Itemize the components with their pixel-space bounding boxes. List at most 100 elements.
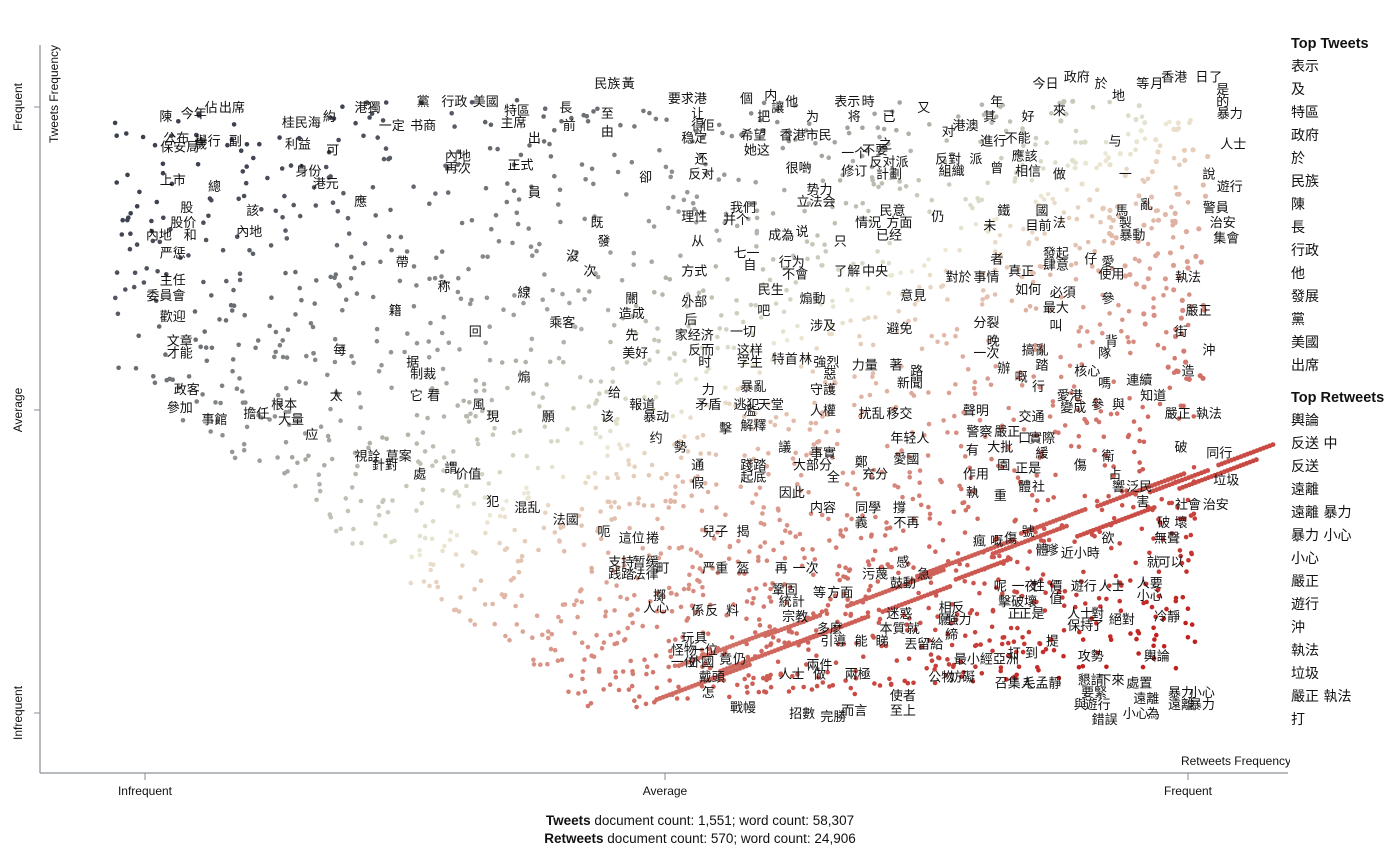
term-label[interactable]: 國 [1035, 204, 1048, 219]
term-point[interactable] [522, 538, 528, 544]
term-point[interactable] [754, 244, 759, 249]
term-label[interactable]: 議 [778, 440, 791, 455]
term-point[interactable] [1033, 135, 1039, 141]
term-point[interactable] [288, 163, 294, 168]
term-point[interactable] [1173, 665, 1179, 671]
term-point[interactable] [766, 471, 771, 477]
term-point[interactable] [754, 586, 759, 591]
term-point[interactable] [631, 262, 636, 268]
term-label[interactable]: 一定 [379, 119, 405, 134]
term-label[interactable]: 傷 [1004, 531, 1017, 546]
term-point[interactable] [647, 110, 652, 116]
term-point[interactable] [860, 200, 865, 206]
term-point[interactable] [807, 427, 813, 432]
term-point[interactable] [1076, 444, 1082, 450]
term-label[interactable]: 戰幔 [730, 701, 756, 716]
term-point[interactable] [943, 247, 948, 253]
term-point[interactable] [748, 348, 754, 354]
term-point[interactable] [589, 565, 594, 571]
term-label[interactable]: 好 [1022, 110, 1035, 125]
term-point[interactable] [1061, 603, 1067, 608]
term-point[interactable] [633, 303, 639, 309]
top-tweets-item[interactable]: 民族 [1291, 174, 1319, 190]
term-point[interactable] [756, 689, 762, 695]
term-point[interactable] [1126, 113, 1131, 118]
term-point[interactable] [919, 644, 924, 650]
term-point[interactable] [917, 468, 923, 473]
term-point[interactable] [673, 491, 678, 497]
term-label[interactable]: 參加 [167, 401, 193, 416]
term-label[interactable]: 美國 [473, 95, 499, 110]
term-point[interactable] [865, 148, 870, 154]
term-label[interactable]: 大部分 [793, 459, 832, 474]
term-point[interactable] [650, 503, 655, 509]
term-point[interactable] [829, 331, 834, 337]
term-label[interactable]: 说 [796, 225, 809, 240]
term-label[interactable]: 得 [691, 118, 704, 134]
term-point[interactable] [773, 301, 779, 306]
term-point[interactable] [741, 361, 747, 367]
term-point[interactable] [953, 568, 959, 573]
term-point[interactable] [1021, 427, 1027, 432]
term-point[interactable] [812, 557, 818, 562]
term-label[interactable]: 股 [180, 201, 193, 216]
term-point[interactable] [1080, 637, 1086, 642]
term-point[interactable] [670, 413, 676, 419]
term-label[interactable]: 竟 [719, 653, 732, 668]
term-point[interactable] [1092, 448, 1097, 453]
term-point[interactable] [576, 513, 582, 519]
term-point[interactable] [502, 514, 508, 520]
term-point[interactable] [795, 323, 800, 329]
term-point[interactable] [297, 379, 302, 385]
term-point[interactable] [1019, 274, 1025, 280]
term-point[interactable] [860, 125, 865, 131]
term-point[interactable] [572, 324, 578, 330]
term-label[interactable]: 傷 [1074, 459, 1087, 474]
term-point[interactable] [591, 181, 596, 187]
term-point[interactable] [387, 155, 393, 161]
term-point[interactable] [1161, 616, 1167, 622]
term-point[interactable] [332, 359, 338, 365]
term-point[interactable] [1111, 473, 1116, 479]
term-point[interactable] [642, 450, 647, 456]
term-point[interactable] [828, 323, 834, 329]
term-point[interactable] [334, 242, 340, 248]
term-label[interactable]: 遠離 [1168, 698, 1194, 713]
term-point[interactable] [692, 206, 697, 212]
term-point[interactable] [744, 684, 750, 690]
term-point[interactable] [870, 371, 876, 376]
term-point[interactable] [449, 111, 455, 116]
term-point[interactable] [313, 203, 319, 208]
term-point[interactable] [435, 584, 441, 590]
term-label[interactable]: 暴力 [1189, 698, 1215, 713]
term-point[interactable] [992, 267, 998, 273]
term-point[interactable] [505, 181, 510, 186]
term-point[interactable] [684, 618, 689, 623]
term-point[interactable] [149, 228, 155, 234]
term-label[interactable]: 強力 [945, 613, 971, 628]
term-point[interactable] [559, 119, 564, 124]
term-point[interactable] [768, 586, 773, 592]
term-point[interactable] [1059, 294, 1064, 300]
term-label[interactable]: 警員 [1203, 200, 1229, 216]
term-point[interactable] [428, 561, 433, 567]
term-point[interactable] [757, 485, 763, 491]
term-point[interactable] [922, 433, 927, 438]
term-point[interactable] [1036, 668, 1041, 673]
term-point[interactable] [844, 513, 850, 518]
term-point[interactable] [871, 182, 877, 187]
term-point[interactable] [994, 216, 999, 222]
term-point[interactable] [642, 395, 647, 400]
term-point[interactable] [643, 318, 649, 324]
term-point[interactable] [843, 200, 849, 206]
term-label[interactable]: 衛 [1101, 449, 1114, 464]
term-label[interactable]: 讓 [771, 100, 784, 116]
term-point[interactable] [808, 511, 814, 517]
term-point[interactable] [680, 634, 685, 640]
term-point[interactable] [693, 610, 699, 615]
term-point[interactable] [701, 288, 706, 293]
term-point[interactable] [908, 148, 913, 154]
term-point[interactable] [472, 622, 478, 627]
term-point[interactable] [203, 237, 209, 243]
term-point[interactable] [767, 624, 772, 629]
